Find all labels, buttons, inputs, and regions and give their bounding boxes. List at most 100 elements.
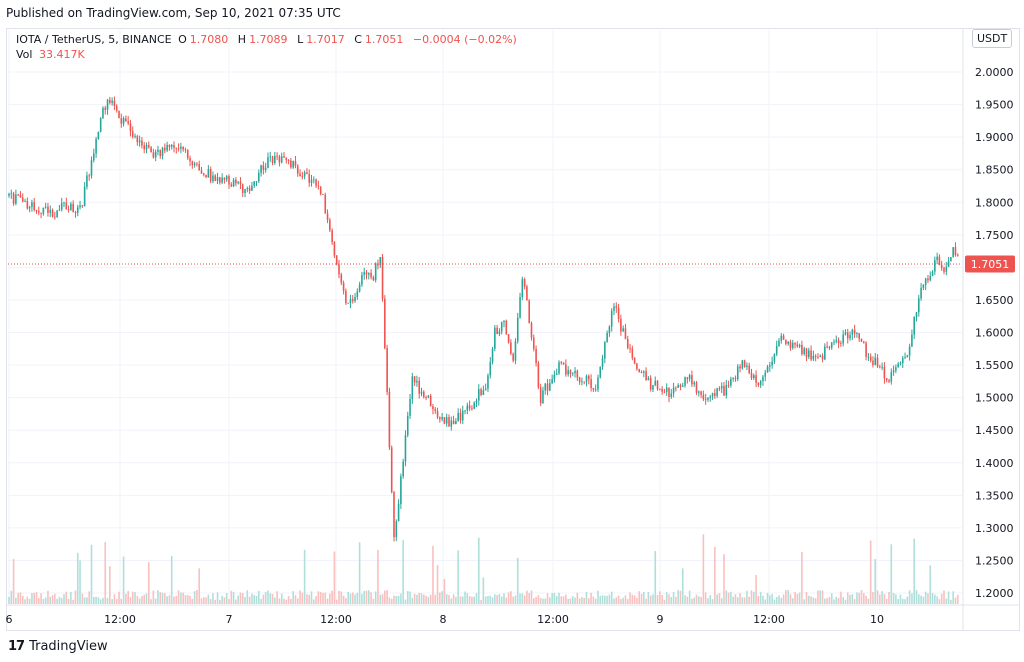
volume-bar <box>675 596 677 604</box>
volume-bar <box>393 595 395 604</box>
volume-bar <box>828 597 831 604</box>
volume-bar <box>241 593 244 604</box>
candle-body <box>583 381 586 383</box>
candle-body <box>299 173 301 177</box>
candle-body <box>230 184 233 187</box>
volume-bar <box>26 596 29 604</box>
volume-bar <box>10 590 13 604</box>
volume-bar <box>296 598 299 604</box>
volume-bar <box>631 594 634 604</box>
candle-body <box>503 320 505 323</box>
candle-body <box>787 341 789 344</box>
candle-body <box>924 278 927 285</box>
volume-bar <box>58 596 61 604</box>
candle-body <box>856 333 858 335</box>
volume-bar <box>867 598 870 604</box>
candle-body <box>549 383 551 391</box>
close-value: 1.7051 <box>364 33 404 46</box>
candle-body <box>154 151 157 158</box>
volume-bar <box>601 595 604 604</box>
candle-body <box>90 160 93 176</box>
candle-body <box>954 247 957 256</box>
candle-body <box>319 186 322 195</box>
volume-bar <box>824 598 826 604</box>
candle-body <box>695 382 698 393</box>
price-tick-label: 1.2000 <box>975 587 1014 600</box>
volume-bar <box>276 591 278 604</box>
candle-body <box>881 366 883 368</box>
currency-button[interactable]: USDT <box>972 29 1013 48</box>
price-tick-label: 1.2500 <box>975 554 1014 567</box>
candle-body <box>558 362 560 374</box>
volume-bar <box>448 595 450 604</box>
volume-bar <box>251 593 253 604</box>
candle-body <box>285 157 288 161</box>
volume-bar <box>697 596 700 604</box>
candle-body <box>214 175 217 181</box>
volume-bar <box>766 592 769 604</box>
volume-bar <box>262 594 265 604</box>
candle-body <box>113 100 116 106</box>
candle-body <box>125 118 127 122</box>
tradingview-logo[interactable]: 𝟭𝟳 TradingView <box>8 639 108 654</box>
candle-body <box>67 209 70 210</box>
candle-body <box>186 150 189 159</box>
candle-body <box>390 447 393 493</box>
candle-body <box>306 172 308 174</box>
volume-bar <box>597 590 599 604</box>
candle-body <box>120 118 123 124</box>
candle-body <box>750 372 753 379</box>
candle-body <box>766 366 769 373</box>
candle-body <box>668 387 670 397</box>
candle-body <box>367 272 370 275</box>
volume-bar <box>752 591 755 604</box>
candle-body <box>567 370 569 375</box>
candle-body <box>122 118 125 124</box>
volume-bar <box>723 554 725 604</box>
candle-body <box>269 156 272 158</box>
candle-body <box>789 341 792 348</box>
candle-body <box>109 99 111 103</box>
candle-body <box>147 145 150 148</box>
candle-body <box>51 209 54 217</box>
candle-body <box>610 310 613 327</box>
volume-bar <box>539 598 542 604</box>
volume-bar <box>714 546 716 604</box>
candle-body <box>846 332 849 339</box>
volume-bar <box>361 593 363 604</box>
candle-body <box>521 279 524 298</box>
volume-bar <box>269 593 272 604</box>
candle-body <box>746 365 748 367</box>
volume-bar <box>28 598 31 604</box>
candle-body <box>899 363 902 365</box>
candle-body <box>189 158 191 162</box>
change-value: −0.0004 (−0.02%) <box>412 33 517 46</box>
volume-bar <box>450 598 453 604</box>
volume-bar <box>86 597 88 604</box>
volume-bar <box>303 549 306 604</box>
volume-bar <box>672 592 675 604</box>
candle-body <box>24 201 26 202</box>
volume-bar <box>885 598 888 604</box>
volume-bar <box>645 598 647 604</box>
candle-body <box>484 388 487 391</box>
candle-body <box>468 405 471 409</box>
candle-body <box>102 107 104 119</box>
chart-legend: IOTA / TetherUS, 5, BINANCE O 1.7080 H 1.7… <box>16 32 520 62</box>
volume-bar <box>351 592 354 604</box>
candle-body <box>432 406 434 410</box>
volume-bar <box>826 598 828 604</box>
volume-bar <box>340 591 343 604</box>
candle-body <box>342 282 345 291</box>
volume-bar <box>253 595 256 604</box>
candle-body <box>49 209 52 213</box>
low-value: 1.7017 <box>306 33 345 46</box>
candle-body <box>897 363 899 368</box>
price-tick-label: 1.3500 <box>975 489 1014 502</box>
volume-bar <box>184 595 187 604</box>
candle-body <box>539 387 542 404</box>
volume-bar <box>452 594 455 604</box>
candle-body <box>636 363 638 370</box>
volume-bar <box>569 598 572 604</box>
